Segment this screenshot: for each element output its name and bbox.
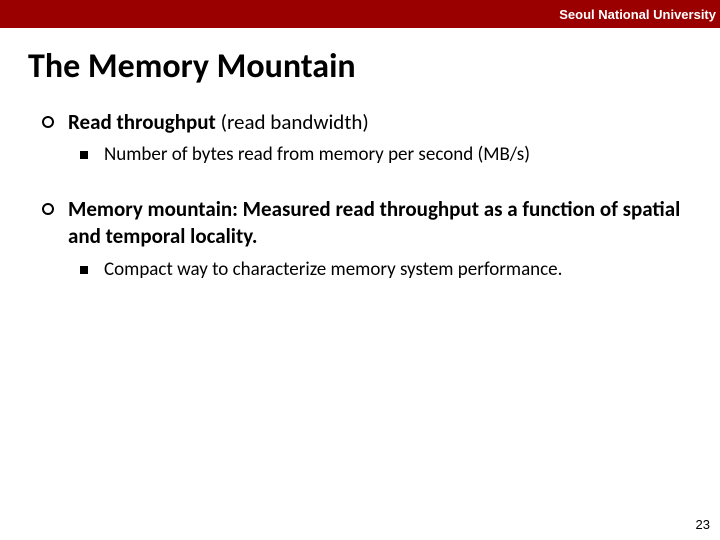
- bullet-text: Read throughput (read bandwidth): [68, 109, 369, 136]
- sub-bullet-item: Compact way to characterize memory syste…: [80, 257, 690, 283]
- bullet-circle-icon: [42, 116, 54, 128]
- bullet-item: Read throughput (read bandwidth): [42, 109, 690, 136]
- header-bar: Seoul National University: [0, 0, 720, 28]
- bullet-bold: Memory mountain:: [68, 196, 238, 222]
- bullet-square-icon: [80, 151, 88, 159]
- slide-title: The Memory Mountain: [28, 46, 720, 87]
- bullet-circle-icon: [42, 203, 54, 215]
- sub-bullet-item: Number of bytes read from memory per sec…: [80, 142, 690, 168]
- bullet-square-icon: [80, 266, 88, 274]
- sub-bullet-text: Compact way to characterize memory syste…: [104, 257, 562, 283]
- page-number: 23: [696, 517, 710, 532]
- bullet-bold: Read throughput: [68, 109, 216, 135]
- bullet-rest: (read bandwidth): [216, 109, 369, 135]
- sub-bullet-text: Number of bytes read from memory per sec…: [104, 142, 530, 168]
- bullet-text: Memory mountain: Measured read throughpu…: [68, 196, 690, 251]
- header-org: Seoul National University: [559, 7, 716, 22]
- bullet-item: Memory mountain: Measured read throughpu…: [42, 196, 690, 251]
- content-area: Read throughput (read bandwidth) Number …: [0, 109, 720, 282]
